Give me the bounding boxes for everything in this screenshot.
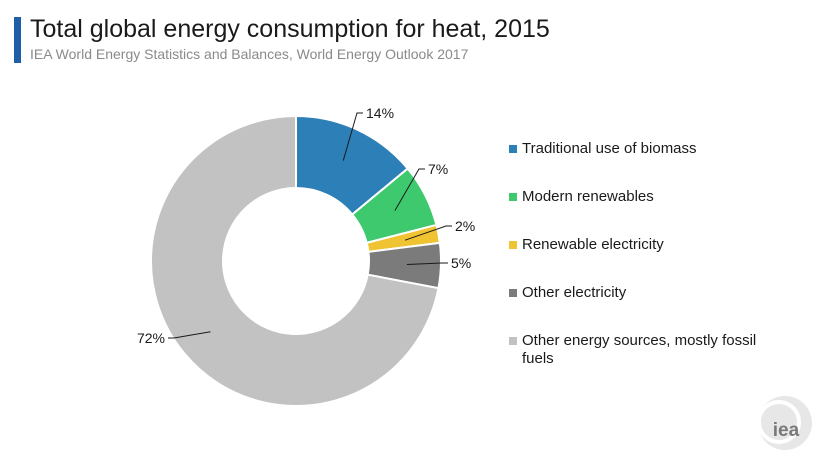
legend-label: Renewable electricity xyxy=(522,236,664,253)
legend-swatch xyxy=(509,193,517,201)
data-label-other-electricity: 5% xyxy=(451,255,471,271)
data-label-renewable-electricity: 2% xyxy=(455,218,475,234)
title-accent-bar xyxy=(14,17,21,63)
legend-swatch xyxy=(509,145,517,153)
chart-legend: Traditional use of biomass Modern renewa… xyxy=(509,140,789,368)
data-labels: 14% 7% 2% 5% 72% xyxy=(137,105,475,346)
legend-label: Modern renewables xyxy=(522,188,654,205)
legend-item-traditional-biomass: Traditional use of biomass xyxy=(509,140,789,158)
legend-item-renewable-electricity: Renewable electricity xyxy=(509,236,789,254)
logo-text: iea xyxy=(773,420,800,441)
legend-label: Other electricity xyxy=(522,284,627,301)
legend-swatch xyxy=(509,337,517,345)
slice-other-energy-sources-mostly-fossil-fuels xyxy=(150,114,440,407)
leader-line-renewable-electricity xyxy=(404,225,452,241)
legend-swatch xyxy=(509,289,517,297)
leader-line-traditional-use-of-biomass xyxy=(342,112,363,161)
legend-item-other-electricity: Other electricity xyxy=(509,284,789,302)
legend-item-modern-renewables: Modern renewables xyxy=(509,188,789,206)
leader-line-other-energy-sources-mostly-fossil-fuels xyxy=(168,331,211,339)
donut-slices xyxy=(150,114,442,407)
legend-label: Other energy sources, mostly fossil fuel… xyxy=(522,332,757,367)
label-leader-lines xyxy=(168,112,452,339)
data-label-modern-renewables: 7% xyxy=(428,161,448,177)
legend-label: Traditional use of biomass xyxy=(522,140,697,157)
iea-logo-icon: iea xyxy=(757,396,812,450)
chart-title: Total global energy consumption for heat… xyxy=(30,15,550,43)
data-label-other-energy-sources-mostly-fossil-fuels: 72% xyxy=(137,330,165,346)
data-label-traditional-use-of-biomass: 14% xyxy=(366,105,394,121)
leader-line-other-electricity xyxy=(406,262,448,265)
chart-subtitle: IEA World Energy Statistics and Balances… xyxy=(30,46,469,62)
leader-line-modern-renewables xyxy=(394,168,425,211)
legend-swatch xyxy=(509,241,517,249)
legend-item-other-energy-sources: Other energy sources, mostly fossil fuel… xyxy=(509,332,789,368)
